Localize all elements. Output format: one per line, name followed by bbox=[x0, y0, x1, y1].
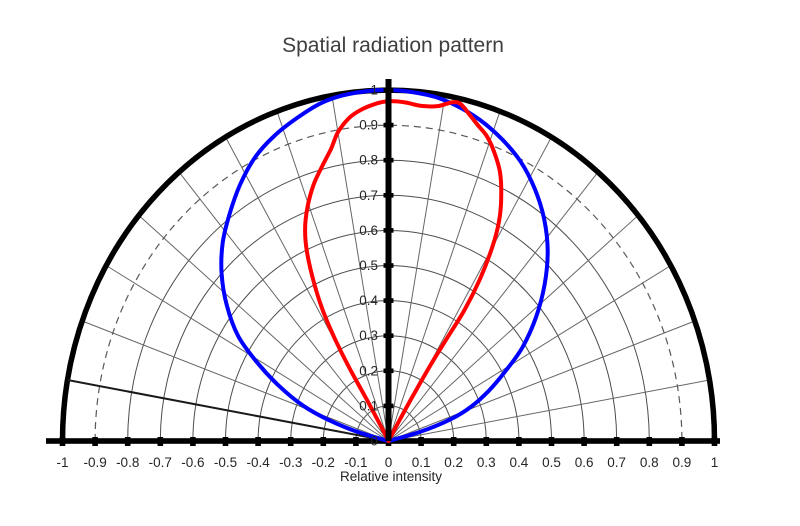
x-axis-tick bbox=[679, 437, 685, 446]
x-tick-label: -0.1 bbox=[344, 455, 367, 470]
r-axis-tick bbox=[383, 403, 394, 409]
x-axis-tick bbox=[92, 437, 98, 446]
x-tick-label: -0.5 bbox=[214, 455, 237, 470]
x-tick-label: 0.4 bbox=[510, 455, 529, 470]
x-axis-tick bbox=[353, 437, 359, 446]
grid-spoke bbox=[388, 95, 446, 442]
x-tick-label: 1 bbox=[711, 455, 719, 470]
grid-spoke bbox=[388, 111, 501, 442]
x-tick-label: -0.9 bbox=[83, 455, 106, 470]
x-tick-label: 0.9 bbox=[673, 455, 692, 470]
x-tick-label: 0.7 bbox=[607, 455, 626, 470]
x-axis-tick bbox=[190, 437, 196, 446]
r-tick-label: 0.1 bbox=[359, 398, 378, 413]
grid-spoke bbox=[138, 215, 389, 442]
x-axis-tick bbox=[418, 437, 424, 446]
x-axis-tick bbox=[711, 437, 718, 446]
grid-spoke bbox=[82, 320, 389, 442]
r-tick-label: 0.6 bbox=[359, 223, 378, 238]
x-tick-label: -1 bbox=[56, 455, 68, 470]
x-tick-label: -0.8 bbox=[116, 455, 139, 470]
x-axis-tick bbox=[548, 437, 555, 446]
x-axis-tick bbox=[581, 437, 587, 446]
r-tick-label: 0.9 bbox=[359, 118, 378, 133]
x-tick-label: 0.8 bbox=[640, 455, 659, 470]
x-axis-tick bbox=[287, 437, 294, 446]
r-axis-tick bbox=[383, 87, 394, 93]
r-axis-tick bbox=[383, 333, 394, 338]
x-axis-tick bbox=[320, 437, 327, 446]
x-axis-tick bbox=[613, 437, 620, 446]
grid-spoke bbox=[388, 320, 695, 442]
highlight-spoke bbox=[67, 379, 389, 442]
grid-spoke bbox=[331, 95, 389, 442]
x-axis-tick bbox=[450, 437, 457, 446]
red-curve-series bbox=[303, 99, 504, 443]
x-axis-tick bbox=[255, 437, 261, 446]
grid-spoke bbox=[388, 265, 672, 442]
x-tick-label: -0.2 bbox=[312, 455, 335, 470]
r-tick-label: 0.7 bbox=[359, 188, 378, 203]
chart-canvas: -1 -0.9 -0.8 -0.7 -0.6 -0.5 -0.4 -0.3 -0.2 -0.1 0 0… bbox=[46, 79, 720, 470]
r-tick-label: 0 bbox=[370, 434, 378, 449]
x-tick-label: -0.4 bbox=[246, 455, 270, 470]
r-tick-label: 0.5 bbox=[359, 258, 378, 273]
r-tick-label: 0.2 bbox=[359, 363, 378, 378]
x-tick-label: 0.6 bbox=[575, 455, 594, 470]
x-axis-title: Relative intensity bbox=[340, 469, 442, 484]
r-tick-label: 1 bbox=[370, 83, 378, 98]
x-tick-label: 0.5 bbox=[542, 455, 561, 470]
chart-title: Spatial radiation pattern bbox=[282, 34, 504, 57]
x-tick-label: 0.2 bbox=[444, 455, 463, 470]
r-axis-tick bbox=[383, 122, 394, 128]
r-axis-tick bbox=[383, 228, 394, 233]
x-axis-tick bbox=[222, 437, 229, 446]
grid-spoke bbox=[178, 171, 389, 442]
x-axis-tick bbox=[124, 437, 131, 446]
r-tick-label: 0.8 bbox=[359, 153, 378, 168]
r-axis-tick bbox=[383, 157, 394, 163]
grid-spoke bbox=[388, 171, 599, 442]
x-tick-label: -0.6 bbox=[181, 455, 204, 470]
r-axis-tick bbox=[383, 263, 394, 268]
x-tick-label: -0.3 bbox=[279, 455, 302, 470]
r-axis-tick bbox=[383, 368, 394, 374]
x-axis-tick bbox=[157, 437, 164, 446]
r-axis-bar bbox=[385, 79, 392, 441]
grid-spoke bbox=[388, 215, 639, 442]
x-axis-tick bbox=[59, 437, 66, 446]
r-axis-tick bbox=[383, 298, 394, 303]
grid-spoke bbox=[276, 111, 389, 442]
x-axis-tick bbox=[483, 437, 490, 446]
r-tick-label: 0.4 bbox=[359, 293, 378, 308]
r-axis-tick bbox=[383, 193, 394, 198]
x-tick-label: -0.7 bbox=[149, 455, 172, 470]
x-axis-tick bbox=[516, 437, 522, 446]
r-tick-label: 0.3 bbox=[359, 328, 378, 343]
x-tick-label: 0 bbox=[385, 455, 393, 470]
x-axis-tick bbox=[646, 437, 653, 446]
x-tick-label: 0.1 bbox=[412, 455, 431, 470]
x-tick-label: 0.3 bbox=[477, 455, 496, 470]
grid-spoke bbox=[388, 379, 710, 442]
